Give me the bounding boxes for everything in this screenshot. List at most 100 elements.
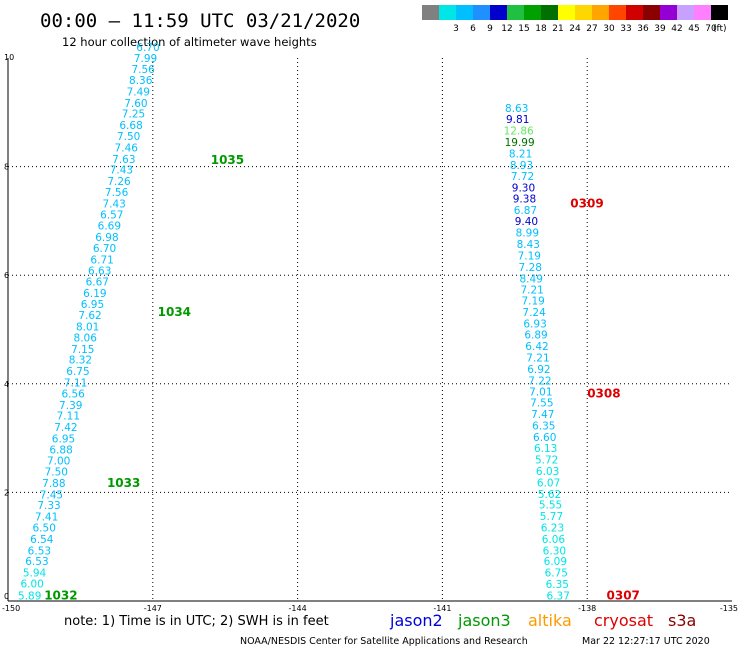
colorbar-swatch bbox=[439, 5, 456, 20]
wave-height-value: 7.72 bbox=[511, 171, 534, 183]
wave-height-value: 8.32 bbox=[69, 355, 92, 367]
wave-height-value: 6.68 bbox=[119, 120, 142, 132]
wave-height-value: 7.56 bbox=[105, 187, 129, 199]
wave-height-value: 6.37 bbox=[547, 590, 570, 602]
colorbar-tick-label: 12 bbox=[501, 24, 512, 34]
colorbar-swatch bbox=[677, 5, 694, 20]
y-tick-label: 0 bbox=[4, 592, 9, 601]
wave-height-value: 7.49 bbox=[127, 86, 150, 98]
wave-height-value: 6.03 bbox=[536, 466, 559, 478]
wave-height-value: 7.56 bbox=[131, 64, 155, 76]
footer-note: note: 1) Time is in UTC; 2) SWH is in fe… bbox=[64, 614, 329, 629]
wave-height-value: 7.88 bbox=[42, 478, 65, 490]
wave-height-value: 8.21 bbox=[509, 148, 532, 160]
pass-label: 0307 bbox=[607, 588, 640, 602]
wave-height-value: 6.95 bbox=[52, 433, 75, 445]
wave-height-value: 6.09 bbox=[544, 556, 567, 568]
wave-height-value: 8.43 bbox=[517, 239, 540, 251]
x-tick-label: -135 bbox=[720, 604, 738, 613]
wave-height-value: 6.56 bbox=[61, 388, 85, 400]
wave-height-value: 6.07 bbox=[537, 477, 560, 489]
footer-credit: NOAA/NESDIS Center for Satellite Applica… bbox=[240, 636, 528, 647]
colorbar-tick-label: 6 bbox=[470, 24, 476, 34]
footer-timestamp: Mar 22 12:27:17 UTC 2020 bbox=[582, 636, 710, 647]
pass-label: 1035 bbox=[211, 153, 244, 167]
wave-height-value: 6.60 bbox=[533, 432, 556, 444]
x-tick-label: -147 bbox=[144, 604, 162, 613]
colorbar-tick-label: 27 bbox=[586, 24, 597, 34]
legend-entry-altika: altika bbox=[528, 611, 572, 630]
colorbar-swatch bbox=[711, 5, 728, 20]
wave-height-value: 6.35 bbox=[532, 420, 555, 432]
y-axis-ticks: 0 2 4 6 8 10 bbox=[4, 53, 14, 601]
y-tick-label: 4 bbox=[4, 380, 9, 389]
y-tick-label: 6 bbox=[4, 271, 9, 280]
x-tick-label: -141 bbox=[433, 604, 451, 613]
colorbar-swatch bbox=[592, 5, 609, 20]
wave-height-value: 7.60 bbox=[124, 98, 147, 110]
colorbar-tick-label: 21 bbox=[552, 24, 563, 34]
legend-entry-cryosat: cryosat bbox=[594, 611, 653, 630]
wave-height-value: 6.19 bbox=[83, 288, 106, 300]
colorbar-tick-label: 33 bbox=[620, 24, 631, 34]
wave-height-value: 5.89 bbox=[18, 590, 41, 602]
wave-height-value: 6.67 bbox=[86, 277, 109, 289]
colorbar-swatch bbox=[507, 5, 524, 20]
wave-height-value: 6.23 bbox=[541, 522, 564, 534]
colorbar-swatch bbox=[541, 5, 558, 20]
colorbar-swatch bbox=[609, 5, 626, 20]
wave-height-value: 8.93 bbox=[510, 160, 533, 172]
wave-height-value: 8.36 bbox=[129, 75, 153, 87]
wave-height-value: 7.63 bbox=[112, 154, 135, 166]
wave-height-value: 6.87 bbox=[514, 205, 537, 217]
x-tick-label: -150 bbox=[2, 604, 20, 613]
wave-height-value: 7.00 bbox=[47, 456, 70, 468]
wave-height-value: 19.99 bbox=[505, 137, 535, 149]
pass-labels: 1032 1033 1034 1035 0307 0308 0309 bbox=[44, 153, 640, 602]
wave-height-value: 7.01 bbox=[529, 387, 552, 399]
wave-height-value: 6.93 bbox=[523, 318, 546, 330]
colorbar-swatch bbox=[490, 5, 507, 20]
y-tick-label: 10 bbox=[4, 53, 14, 62]
colorbar-tick-label: 42 bbox=[671, 24, 682, 34]
colorbar-swatch bbox=[524, 5, 541, 20]
wave-height-value: 7.15 bbox=[71, 344, 94, 356]
wave-height-value: 6.75 bbox=[545, 568, 568, 580]
wave-height-value: 7.43 bbox=[102, 198, 125, 210]
colorbar-swatch bbox=[456, 5, 473, 20]
wave-height-value: 9.81 bbox=[506, 114, 529, 126]
wave-height-value: 7.46 bbox=[115, 142, 139, 154]
wave-height-value: 7.19 bbox=[521, 296, 544, 308]
wave-height-value: 7.21 bbox=[520, 285, 543, 297]
wave-height-value: 6.30 bbox=[543, 545, 566, 557]
wave-height-value: 6.71 bbox=[90, 254, 113, 266]
wave-height-value: 6.57 bbox=[100, 210, 123, 222]
colorbar-tick-label: 36 bbox=[637, 24, 649, 34]
colorbar-tick-label: 15 bbox=[518, 24, 529, 34]
wave-height-value: 6.70 bbox=[93, 243, 116, 255]
wave-height-value: 6.70 bbox=[136, 42, 159, 54]
wave-height-value: 7.50 bbox=[45, 467, 68, 479]
x-axis-ticks: -150 -147 -144 -141 -138 -135 bbox=[2, 604, 738, 613]
pass-label: 1033 bbox=[107, 476, 140, 490]
wave-height-value: 7.39 bbox=[59, 400, 82, 412]
wave-height-value: 8.63 bbox=[505, 103, 528, 115]
wave-height-value: 6.35 bbox=[546, 579, 569, 591]
colorbar-tick-label: 45 bbox=[688, 24, 699, 34]
wave-height-value: 6.75 bbox=[66, 366, 89, 378]
pass-label: 0308 bbox=[587, 386, 620, 400]
wave-height-value: 7.43 bbox=[110, 165, 133, 177]
wave-height-value: 5.62 bbox=[538, 489, 561, 501]
wave-height-value: 6.89 bbox=[524, 330, 547, 342]
wave-height-value: 6.42 bbox=[525, 341, 548, 353]
wave-height-value: 8.99 bbox=[516, 228, 539, 240]
colorbar-tick-label: 70 bbox=[705, 24, 717, 34]
satellite-legend: jason2 jason3 altika cryosat s3a bbox=[389, 611, 696, 630]
wave-height-value: 7.25 bbox=[122, 109, 145, 121]
wave-height-value: 6.92 bbox=[527, 364, 550, 376]
color-scale-bar: 3 6 9 12 15 18 21 24 27 30 33 36 39 42 45 70 bbox=[422, 5, 728, 34]
wave-height-value: 7.50 bbox=[117, 131, 140, 143]
y-tick-label: 2 bbox=[4, 488, 9, 497]
legend-entry-s3a: s3a bbox=[668, 611, 696, 630]
wave-height-value: 9.40 bbox=[515, 216, 538, 228]
